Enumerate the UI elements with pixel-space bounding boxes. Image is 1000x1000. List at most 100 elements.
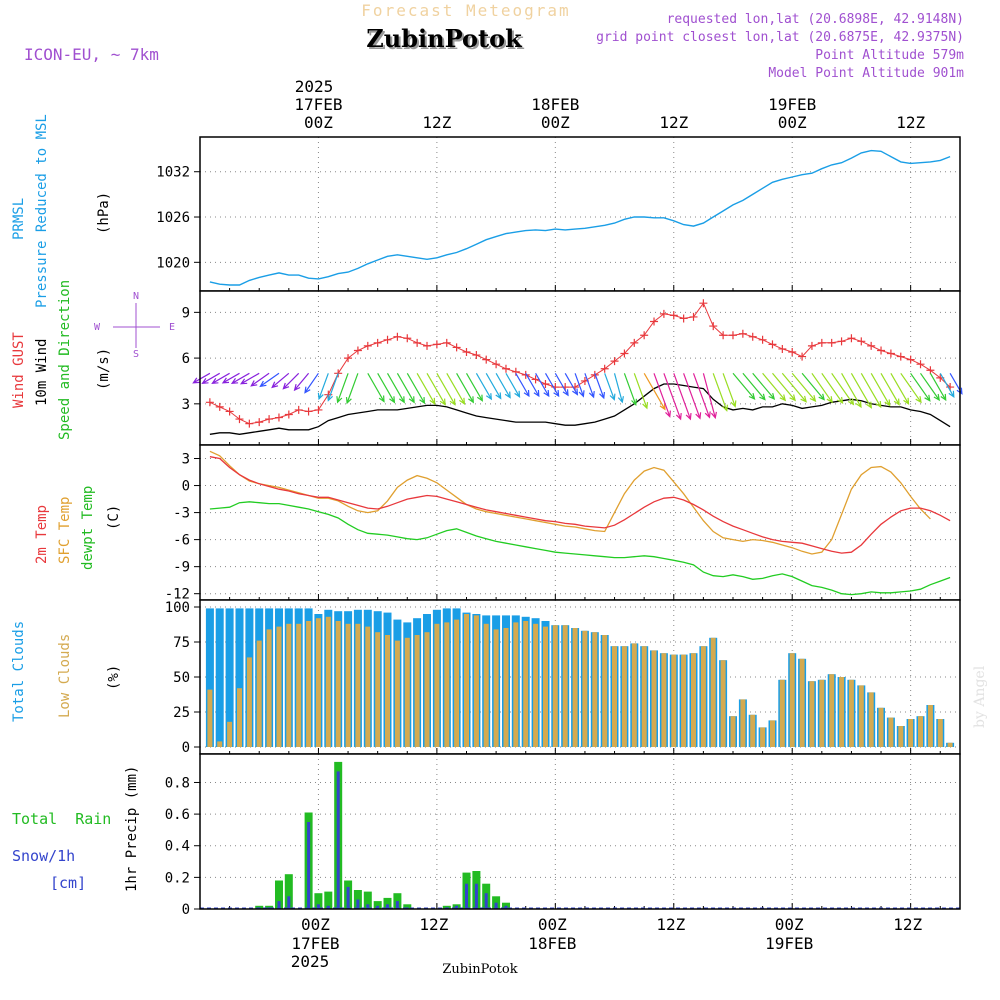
chart-title: Forecast Meteogram <box>361 1 570 20</box>
wind-arrow <box>426 372 446 406</box>
low-clouds-bar <box>572 628 578 747</box>
wind-gust-point <box>235 415 244 424</box>
wind-arrow <box>250 372 270 387</box>
low-clouds-label: Low Clouds <box>57 634 73 718</box>
wind-gust-point <box>274 413 283 422</box>
low-clouds-bar <box>266 629 272 747</box>
wind-arrow <box>345 373 359 405</box>
y-tick-label: 1026 <box>156 210 190 226</box>
wind-arrow <box>293 372 310 392</box>
y-tick-label: 0 <box>182 479 190 495</box>
precip-panel: 0 0.2 0.4 0.6 0.8 <box>165 753 961 918</box>
snow-bar <box>405 907 409 909</box>
wind-arrow <box>574 373 585 398</box>
wind-arrow <box>505 373 521 399</box>
wind-arrow <box>230 372 250 385</box>
low-clouds-bar <box>888 717 894 747</box>
low-clouds-bar <box>710 637 716 747</box>
bottom-hour-label: 00Z <box>775 915 804 934</box>
wind-arrow <box>772 372 796 402</box>
y-tick-label: -12 <box>165 587 190 603</box>
low-clouds-bar <box>789 653 795 747</box>
wind-gust-point <box>916 360 925 369</box>
rain-bar <box>284 874 293 909</box>
wind-gust-point <box>650 317 659 326</box>
low-clouds-bar <box>434 623 440 747</box>
low-clouds-bar <box>720 660 726 747</box>
rain-bar <box>314 893 323 909</box>
wind-arrow <box>367 373 385 403</box>
low-clouds-bar <box>355 623 361 747</box>
wind-arrow <box>752 372 776 400</box>
low-clouds-bar <box>947 742 953 747</box>
wind-gust-point <box>817 338 826 347</box>
wind-arrow <box>870 373 891 407</box>
credit: by Angel <box>972 665 988 728</box>
low-clouds-bar <box>661 653 667 747</box>
compass-s: S <box>133 349 139 360</box>
y-tick-label: -3 <box>173 506 190 522</box>
wind-gust-point <box>788 347 797 356</box>
wind-gust-point <box>659 309 668 318</box>
low-clouds-bar <box>562 625 568 747</box>
low-clouds-bar <box>848 679 854 747</box>
snow-bar <box>455 905 459 909</box>
wind-arrow <box>554 372 569 397</box>
wind-gust-point <box>373 338 382 347</box>
low-clouds-bar <box>325 616 331 747</box>
wind-gust-point <box>857 337 866 346</box>
wind-arrow <box>702 373 717 420</box>
rain-bar <box>492 896 501 909</box>
y-tick-label: -9 <box>173 560 190 576</box>
clouds-unit: (%) <box>106 665 122 690</box>
low-clouds-bar <box>602 635 608 747</box>
wind-gust-point <box>314 405 323 414</box>
wind-arrow <box>192 372 211 384</box>
y-tick-label: 25 <box>173 705 190 721</box>
wind-gust-point <box>738 329 747 338</box>
low-clouds-bar <box>621 646 627 747</box>
wind-arrow <box>712 373 728 412</box>
wind-arrow <box>880 372 900 406</box>
top-hour-label: 00Z <box>778 113 807 132</box>
y-tick-label: 75 <box>173 635 190 651</box>
wind-arrow <box>821 372 844 405</box>
low-clouds-bar <box>631 643 637 747</box>
wind-gust-point <box>501 364 510 373</box>
wind-panel: 3 6 9 <box>182 290 963 446</box>
snow-bar <box>336 771 340 909</box>
wind-gust-point <box>719 331 728 340</box>
location-title-shadow: ZubinPotok <box>368 26 525 55</box>
snow-bar <box>307 822 311 909</box>
low-clouds-bar <box>651 650 657 747</box>
wind-arrow <box>929 373 947 402</box>
low-clouds-bar <box>750 714 756 747</box>
wind-arrow <box>594 373 605 400</box>
wind-gust-point <box>353 346 362 355</box>
pressure-label-2: Pressure Reduced to MSL <box>34 114 50 308</box>
rain-bar <box>403 904 412 909</box>
y-tick-label: -6 <box>173 533 190 549</box>
wind-arrow <box>535 373 550 398</box>
wind-gust-point <box>620 349 629 358</box>
snow-bar <box>326 905 330 909</box>
wind-arrow <box>544 373 560 398</box>
top-date-label: 17FEB <box>294 95 342 114</box>
wind-arrow <box>475 372 493 401</box>
y-tick-label: 3 <box>182 452 190 468</box>
wind-gust-point <box>896 352 905 361</box>
bottom-date-label: 18FEB <box>528 934 576 953</box>
bottom-hour-label: 12Z <box>893 915 922 934</box>
low-clouds-bar <box>296 623 302 747</box>
compass-w: W <box>94 322 101 333</box>
wind-arrow <box>495 373 511 399</box>
rain-bar <box>373 901 382 909</box>
bottom-date-label: 19FEB <box>765 934 813 953</box>
wind-arrow <box>673 373 692 421</box>
low-clouds-bar <box>533 623 539 747</box>
snow-bar <box>316 904 320 909</box>
rain-bar <box>275 880 283 909</box>
snow-label: Snow/1h <box>12 847 75 865</box>
wind-gust-point <box>413 338 422 347</box>
